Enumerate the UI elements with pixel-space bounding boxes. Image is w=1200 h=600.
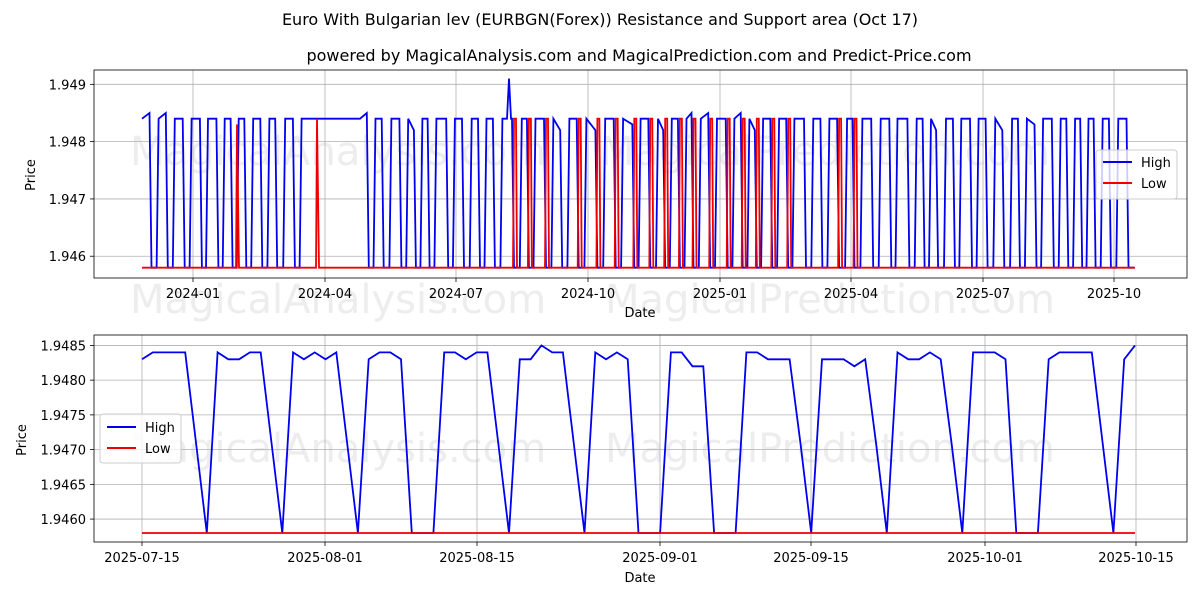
bottom-legend-low-label: Low <box>145 442 171 457</box>
top-x-ticks: 2024-01 2024-04 2024-07 2024-10 2025-01 2025-… <box>166 278 1141 302</box>
recent-range-chart: 2025-07-15 2025-08-01 2025-08-15 2025-09-01… <box>15 334 1188 586</box>
top-x-tick-label: 2025-07 <box>956 287 1010 302</box>
top-x-tick-label: 2025-01 <box>693 287 747 302</box>
full-range-chart: 2024-01 2024-04 2024-07 2024-10 2025-01 2025-… <box>24 69 1188 321</box>
top-x-tick-label: 2025-10 <box>1087 287 1141 302</box>
top-legend: High Low <box>1095 149 1178 200</box>
bottom-x-tick-label: 2025-09-01 <box>622 551 698 566</box>
bottom-x-ticks: 2025-07-15 2025-08-01 2025-08-15 2025-09-01… <box>104 542 1174 566</box>
top-y-tick-label: 1.949 <box>49 78 86 93</box>
top-x-tick-label: 2024-10 <box>561 287 615 302</box>
watermark-top-right: MagicalPrediction.com <box>600 129 1050 175</box>
watermark-mid-right: MagicalPrediction.com <box>605 277 1055 323</box>
bottom-x-tick-label: 2025-08-01 <box>287 551 363 566</box>
watermark-top-left: MagicalAnalysis.com <box>130 129 546 175</box>
chart-subtitle: powered by MagicalAnalysis.com and Magic… <box>306 46 971 65</box>
top-y-tick-label: 1.947 <box>49 193 86 208</box>
bottom-y-tick-label: 1.9465 <box>41 478 87 493</box>
top-x-axis-title: Date <box>624 306 655 321</box>
watermark-mid-left: MagicalAnalysis.com <box>130 277 546 323</box>
bottom-x-axis-title: Date <box>624 571 655 586</box>
bottom-x-tick-label: 2025-10-15 <box>1098 551 1174 566</box>
watermark-bottom-left: MagicalAnalysis.com <box>130 426 546 472</box>
bottom-legend-high-label: High <box>145 421 175 436</box>
bottom-x-tick-label: 2025-07-15 <box>104 551 180 566</box>
top-plot-frame <box>93 69 1188 279</box>
bottom-y-tick-label: 1.9485 <box>41 339 87 354</box>
top-legend-high-label: High <box>1141 156 1171 171</box>
top-y-tick-label: 1.946 <box>49 250 86 265</box>
top-x-tick-label: 2025-04 <box>824 287 878 302</box>
bottom-y-tick-label: 1.9475 <box>41 409 87 424</box>
bottom-y-tick-label: 1.9460 <box>41 513 87 528</box>
bottom-y-ticks: 1.9460 1.9465 1.9470 1.9475 1.9480 1.9485 <box>41 339 94 528</box>
bottom-y-tick-label: 1.9470 <box>41 444 87 459</box>
top-series-lines <box>141 78 1135 269</box>
top-x-tick-label: 2024-04 <box>298 287 352 302</box>
chart-title: Euro With Bulgarian lev (EURBGN(Forex)) … <box>282 10 918 29</box>
top-y-axis-title: Price <box>24 159 39 191</box>
bottom-plot-frame <box>93 334 1188 543</box>
top-low-line <box>142 117 1135 269</box>
top-x-tick-label: 2024-07 <box>429 287 483 302</box>
bottom-x-tick-label: 2025-10-01 <box>947 551 1023 566</box>
top-y-tick-label: 1.948 <box>49 136 86 151</box>
bottom-series-lines <box>141 344 1136 534</box>
top-legend-low-label: Low <box>1141 177 1167 192</box>
watermark-bottom-right: MagicalPrediction.com <box>605 426 1055 472</box>
bottom-gridlines <box>94 335 1187 542</box>
bottom-y-axis-title: Price <box>15 424 30 456</box>
top-y-ticks: 1.946 1.947 1.948 1.949 <box>49 78 94 265</box>
bottom-legend: High Low <box>99 413 182 464</box>
bottom-x-tick-label: 2025-08-15 <box>439 551 515 566</box>
bottom-y-tick-label: 1.9480 <box>41 374 87 389</box>
top-x-tick-label: 2024-01 <box>166 287 220 302</box>
bottom-x-tick-label: 2025-09-15 <box>773 551 849 566</box>
